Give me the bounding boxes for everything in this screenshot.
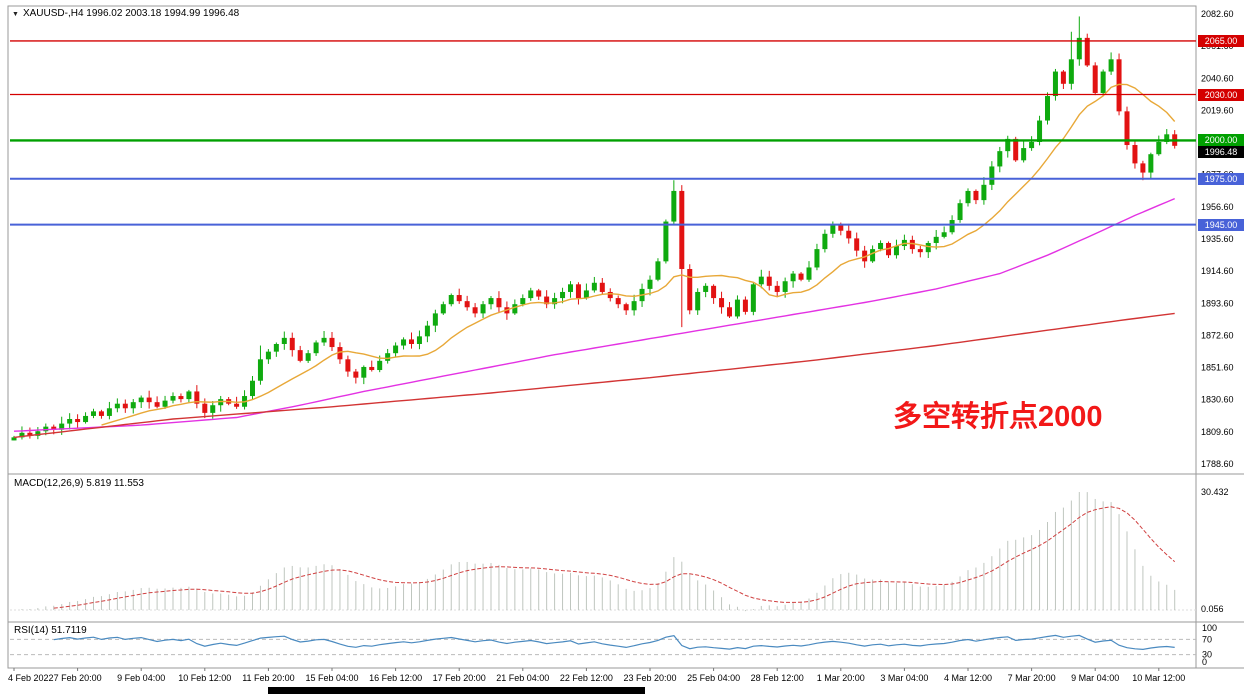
price-axis-label: 1914.60: [1201, 266, 1234, 276]
time-axis-label: 25 Feb 04:00: [687, 673, 740, 683]
price-axis-label: 1893.60: [1201, 298, 1234, 308]
current-price-badge: 1996.48: [1198, 146, 1244, 159]
price-level-badge: 1945.00: [1198, 218, 1244, 231]
macd-scale-label: 0.056: [1201, 604, 1224, 614]
price-axis-label: 1809.60: [1201, 427, 1234, 437]
time-axis-label: 22 Feb 12:00: [560, 673, 613, 683]
time-axis-label: 17 Feb 20:00: [433, 673, 486, 683]
time-axis-label: 7 Feb 20:00: [54, 673, 102, 683]
price-axis-label: 1830.60: [1201, 395, 1234, 405]
level-lines[interactable]: [10, 40, 1196, 226]
price-axis-label: 2040.60: [1201, 73, 1234, 83]
price-axis-label: 1956.60: [1201, 202, 1234, 212]
rsi-scale-label: 0: [1202, 657, 1207, 667]
time-axis-label: 16 Feb 12:00: [369, 673, 422, 683]
time-axis-label: 28 Feb 12:00: [751, 673, 804, 683]
price-level-badge: 2030.00: [1198, 88, 1244, 101]
price-axis-label: 1935.60: [1201, 234, 1234, 244]
price-axis-label: 1788.60: [1201, 459, 1234, 469]
time-axis-label: 4 Feb 2022: [8, 673, 54, 683]
price-axis-label: 1851.60: [1201, 363, 1234, 373]
macd-histogram: [21, 492, 1176, 612]
price-axis-label: 2082.60: [1201, 9, 1234, 19]
price-level-badge: 2065.00: [1198, 34, 1244, 47]
rsi-line: [53, 634, 1175, 651]
time-axis-label: 1 Mar 20:00: [817, 673, 865, 683]
bottom-black-bar: [268, 687, 645, 694]
price-level-badge: 2000.00: [1198, 134, 1244, 147]
price-axis[interactable]: 2082.602061.602040.602019.601998.601977.…: [1201, 9, 1234, 469]
time-axis-label: 9 Mar 04:00: [1071, 673, 1119, 683]
rsi-indicator-label: RSI(14) 51.7119: [14, 625, 87, 636]
macd-signal-line: [53, 506, 1176, 609]
macd-scale: 30.432 0.056: [1201, 487, 1229, 614]
chart-header: ▼ XAUUSD-,H4 1996.02 2003.18 1994.99 1996…: [12, 8, 239, 19]
annotation-text: 多空转折点2000: [893, 401, 1103, 433]
fast-ma-line: [101, 83, 1176, 426]
chart-frame: [7, 5, 1244, 669]
price-axis-label: 2019.60: [1201, 105, 1234, 115]
time-axis-label: 4 Mar 12:00: [944, 673, 992, 683]
time-axis-label: 10 Mar 12:00: [1132, 673, 1185, 683]
time-axis-label: 15 Feb 04:00: [305, 673, 358, 683]
time-axis-label: 9 Feb 04:00: [117, 673, 165, 683]
time-axis-label: 11 Feb 20:00: [242, 673, 294, 683]
price-axis-label: 1872.60: [1201, 330, 1234, 340]
rsi-scale-label: 70: [1202, 634, 1212, 644]
time-axis-label: 7 Mar 20:00: [1008, 673, 1056, 683]
rsi-scale-label: 100: [1202, 623, 1217, 633]
time-axis-label: 10 Feb 12:00: [178, 673, 231, 683]
mid-ma-line: [13, 197, 1175, 432]
macd-scale-label: 30.432: [1201, 487, 1229, 497]
time-axis-label: 23 Feb 20:00: [623, 673, 676, 683]
candles-layer: [11, 16, 1178, 441]
rsi-scale-label: 30: [1202, 650, 1212, 660]
symbol-dropdown-icon[interactable]: ▼: [12, 11, 19, 18]
time-axis-label: 21 Feb 04:00: [496, 673, 549, 683]
slow-ma-line: [13, 312, 1175, 439]
symbol-ohlc-text: XAUUSD-,H4 1996.02 2003.18 1994.99 1996.…: [22, 8, 240, 19]
macd-indicator-label: MACD(12,26,9) 5.819 11.553: [14, 478, 144, 489]
time-axis-label: 3 Mar 04:00: [880, 673, 928, 683]
price-level-badge: 1975.00: [1198, 172, 1244, 185]
time-axis[interactable]: 4 Feb 2022 7 Feb 20:00 9 Feb 04:00 10 Feb 1…: [8, 668, 1185, 683]
